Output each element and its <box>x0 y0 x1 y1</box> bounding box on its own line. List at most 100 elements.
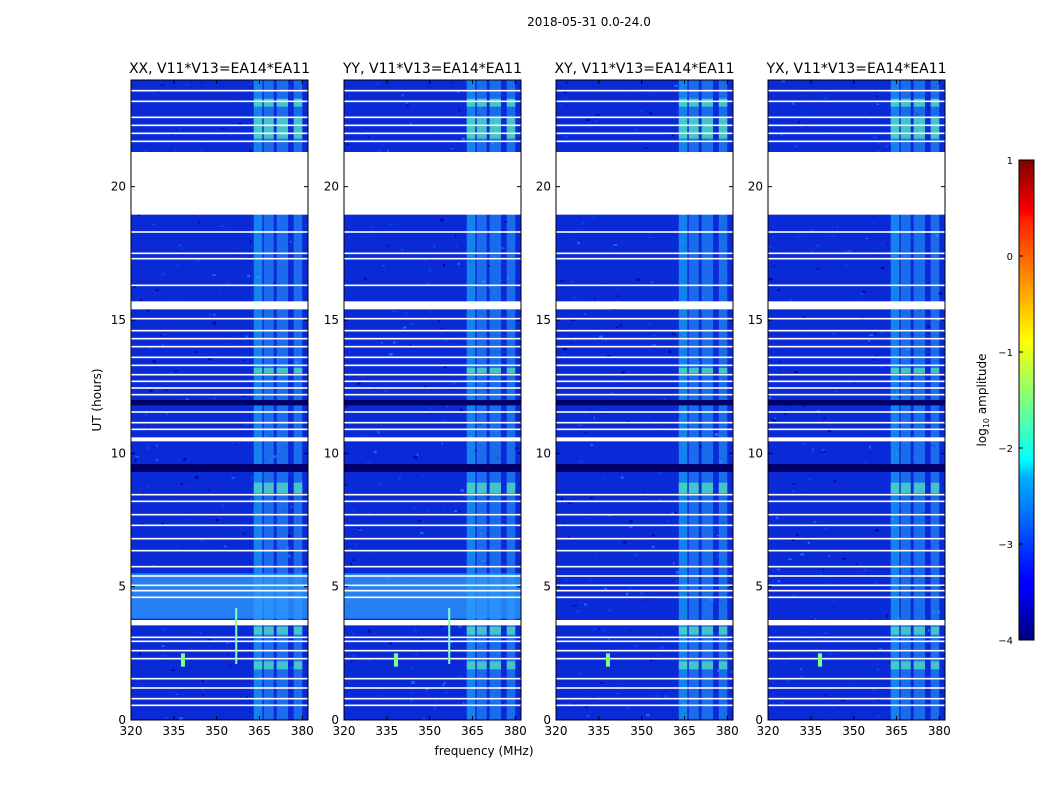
y-tick-label: 0 <box>118 713 126 727</box>
flagged-line <box>556 89 733 92</box>
colorbar-gradient <box>1018 159 1035 641</box>
noise-speckle <box>822 449 825 452</box>
heatmap-panel-4: YX, V11*V13=EA14*EA11 320 335 350 365 380 0 5 10… <box>748 61 951 738</box>
noise-speckle <box>169 372 173 376</box>
noise-speckle <box>860 283 864 285</box>
noise-speckle <box>785 680 789 683</box>
noise-speckle <box>155 289 159 292</box>
noise-speckle <box>911 235 914 239</box>
noise-speckle <box>571 280 573 283</box>
noise-speckle <box>500 321 504 323</box>
emission-burst <box>900 117 911 139</box>
flagged-line <box>768 356 945 359</box>
noise-speckle <box>250 476 254 480</box>
noise-speckle <box>791 539 795 542</box>
noise-speckle <box>501 247 505 249</box>
colorbar-label-prefix: log <box>975 428 989 446</box>
noise-speckle <box>862 290 867 293</box>
noise-speckle <box>698 316 700 318</box>
flagged-line <box>556 636 733 639</box>
noise-speckle <box>411 691 415 694</box>
noise-speckle <box>443 691 448 694</box>
noise-speckle <box>595 113 600 116</box>
emission-burst <box>900 98 911 107</box>
dark-row <box>131 464 308 472</box>
noise-speckle <box>699 445 703 448</box>
flagged-line <box>768 549 945 552</box>
noise-speckle <box>799 668 802 671</box>
noise-speckle <box>714 433 719 436</box>
panel-title: XY, V11*V13=EA14*EA11 <box>554 61 734 77</box>
noise-speckle <box>577 241 580 245</box>
flagged-line <box>768 317 945 320</box>
noise-speckle <box>411 681 416 684</box>
noise-speckle <box>243 387 245 391</box>
noise-speckle <box>798 236 801 238</box>
flagged-line <box>768 575 945 577</box>
y-tick-label: 15 <box>324 313 339 327</box>
noise-speckle <box>848 250 852 252</box>
noise-speckle <box>731 599 733 601</box>
flagged-line <box>131 649 308 652</box>
noise-speckle <box>387 150 389 153</box>
noise-speckle <box>651 545 655 548</box>
flagged-line <box>768 373 945 376</box>
noise-speckle <box>584 603 587 606</box>
flagged-line <box>344 89 521 92</box>
noise-speckle <box>717 627 720 631</box>
noise-speckle <box>238 122 242 125</box>
flagged-line <box>344 393 521 396</box>
noise-speckle <box>602 628 606 632</box>
emission-burst <box>466 626 476 635</box>
noise-speckle <box>777 288 781 292</box>
noise-speckle <box>236 96 239 98</box>
emission-burst <box>263 368 274 374</box>
noise-speckle <box>564 135 568 139</box>
noise-speckle <box>868 117 871 120</box>
noise-speckle <box>413 455 418 459</box>
noise-speckle <box>515 447 519 450</box>
noise-speckle <box>912 456 914 460</box>
noise-speckle <box>457 90 460 93</box>
noise-speckle <box>346 143 349 146</box>
noise-speckle <box>730 670 733 674</box>
x-tick-label: 335 <box>162 724 185 738</box>
noise-speckle <box>186 139 189 141</box>
noise-speckle <box>804 630 807 634</box>
flagged-line <box>131 337 308 340</box>
noise-speckle <box>600 682 604 684</box>
flagged-line <box>344 524 521 527</box>
flagged-line <box>131 537 308 540</box>
emission-burst <box>506 626 516 635</box>
noise-speckle <box>145 413 148 416</box>
noise-speckle <box>942 655 945 657</box>
flagged-line <box>768 697 945 700</box>
noise-speckle <box>221 504 224 508</box>
noise-speckle <box>134 459 137 462</box>
noise-speckle <box>519 115 521 118</box>
noise-speckle <box>563 97 568 100</box>
noise-speckle <box>623 541 627 544</box>
flagged-line <box>344 373 521 376</box>
noise-speckle <box>873 582 877 584</box>
flagged-line <box>556 537 733 540</box>
noise-speckle <box>815 618 817 620</box>
heatmap-image <box>556 80 733 720</box>
emission-burst <box>688 626 699 635</box>
noise-speckle <box>807 541 810 544</box>
emission-burst <box>718 482 728 494</box>
noise-speckle <box>426 282 430 285</box>
flagged-line <box>131 524 308 527</box>
emission-burst <box>900 482 911 494</box>
noise-speckle <box>836 225 839 228</box>
flagged-line <box>344 513 521 516</box>
emission-burst <box>913 482 926 494</box>
noise-speckle <box>880 266 885 270</box>
colorbar-label-sub: 10 <box>982 418 991 428</box>
flagged-line <box>131 317 308 320</box>
noise-speckle <box>290 505 292 509</box>
noise-speckle <box>353 508 356 512</box>
noise-speckle <box>141 684 144 687</box>
noise-speckle <box>714 282 718 285</box>
flagged-line <box>768 687 945 689</box>
